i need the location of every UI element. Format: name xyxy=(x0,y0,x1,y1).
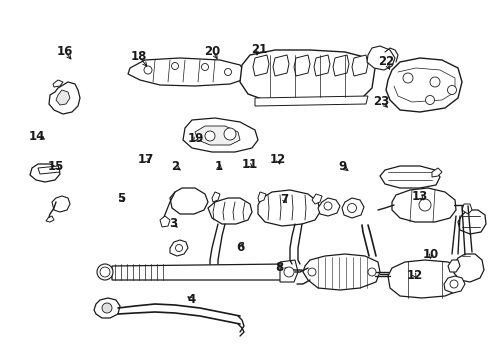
Polygon shape xyxy=(94,298,120,318)
Polygon shape xyxy=(366,46,394,70)
Text: 9: 9 xyxy=(338,160,346,173)
Circle shape xyxy=(204,131,215,141)
Circle shape xyxy=(224,68,231,76)
Polygon shape xyxy=(183,118,258,152)
Polygon shape xyxy=(443,276,464,293)
Text: 20: 20 xyxy=(204,45,221,58)
Polygon shape xyxy=(160,216,170,227)
Circle shape xyxy=(347,203,356,212)
Polygon shape xyxy=(49,82,80,114)
Polygon shape xyxy=(447,260,459,272)
Polygon shape xyxy=(293,55,309,76)
Polygon shape xyxy=(341,198,363,218)
Text: 16: 16 xyxy=(56,45,73,58)
Text: 12: 12 xyxy=(406,269,422,282)
Polygon shape xyxy=(387,260,463,298)
Circle shape xyxy=(100,267,110,277)
Polygon shape xyxy=(112,264,285,280)
Polygon shape xyxy=(351,55,367,76)
Polygon shape xyxy=(170,188,207,214)
Polygon shape xyxy=(52,196,70,212)
Polygon shape xyxy=(53,80,63,87)
Polygon shape xyxy=(303,254,379,290)
Circle shape xyxy=(307,268,315,276)
Polygon shape xyxy=(461,204,471,214)
Polygon shape xyxy=(240,50,374,104)
Circle shape xyxy=(447,85,456,94)
Polygon shape xyxy=(212,192,220,202)
Text: 6: 6 xyxy=(236,241,244,254)
Circle shape xyxy=(429,77,439,87)
Polygon shape xyxy=(453,254,483,282)
Circle shape xyxy=(425,95,434,104)
Text: 14: 14 xyxy=(28,130,45,143)
Circle shape xyxy=(324,202,331,210)
Circle shape xyxy=(402,73,412,83)
Polygon shape xyxy=(313,55,329,76)
Text: 4: 4 xyxy=(187,293,195,306)
Text: 1: 1 xyxy=(215,160,223,173)
Polygon shape xyxy=(128,58,244,86)
Circle shape xyxy=(175,244,182,252)
Polygon shape xyxy=(332,55,348,76)
Circle shape xyxy=(418,199,430,211)
Text: 5: 5 xyxy=(117,192,125,205)
Polygon shape xyxy=(311,194,321,204)
Polygon shape xyxy=(252,55,268,76)
Circle shape xyxy=(284,267,293,277)
Circle shape xyxy=(97,264,113,280)
Circle shape xyxy=(224,128,236,140)
Polygon shape xyxy=(170,240,187,256)
Text: 19: 19 xyxy=(187,132,203,145)
Polygon shape xyxy=(391,188,455,222)
Polygon shape xyxy=(38,166,60,174)
Text: 23: 23 xyxy=(372,95,389,108)
Polygon shape xyxy=(195,126,240,145)
Polygon shape xyxy=(30,164,60,182)
Text: 8: 8 xyxy=(275,261,283,274)
Circle shape xyxy=(449,280,457,288)
Polygon shape xyxy=(457,210,485,234)
Polygon shape xyxy=(317,198,339,216)
Text: 3: 3 xyxy=(169,217,177,230)
Text: 22: 22 xyxy=(377,55,394,68)
Polygon shape xyxy=(46,216,54,222)
Polygon shape xyxy=(254,96,367,106)
Text: 7: 7 xyxy=(280,193,288,206)
Polygon shape xyxy=(258,192,265,202)
Text: 2: 2 xyxy=(171,160,179,173)
Polygon shape xyxy=(207,198,251,224)
Text: 13: 13 xyxy=(410,190,427,203)
Polygon shape xyxy=(385,58,461,112)
Text: 18: 18 xyxy=(131,50,147,63)
Polygon shape xyxy=(280,260,297,282)
Circle shape xyxy=(367,268,375,276)
Circle shape xyxy=(143,66,152,74)
Polygon shape xyxy=(379,166,439,188)
Text: 17: 17 xyxy=(137,153,154,166)
Text: 11: 11 xyxy=(241,158,257,171)
Circle shape xyxy=(201,63,208,71)
Polygon shape xyxy=(272,55,288,76)
Circle shape xyxy=(171,63,178,69)
Text: 21: 21 xyxy=(250,43,267,56)
Polygon shape xyxy=(56,90,70,105)
Polygon shape xyxy=(431,168,441,177)
Text: 12: 12 xyxy=(269,153,285,166)
Polygon shape xyxy=(258,190,319,226)
Text: 15: 15 xyxy=(48,160,64,173)
Text: 10: 10 xyxy=(422,248,439,261)
Circle shape xyxy=(102,303,112,313)
